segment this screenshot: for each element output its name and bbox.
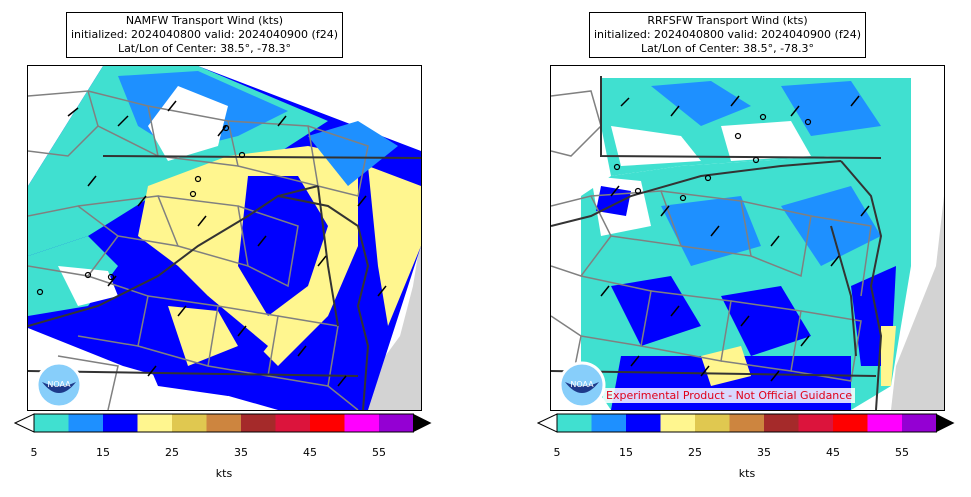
map-rrfsfw-svg (551, 76, 944, 410)
colorbar-over-arrow (936, 414, 955, 432)
colorbar-tick: 45 (303, 446, 317, 459)
colorbar-segment (764, 414, 799, 432)
colorbar-unit-label: kts (215, 467, 233, 480)
colorbar-tick: 5 (30, 446, 38, 459)
colorbar-segment (729, 414, 764, 432)
colorbar (536, 412, 957, 438)
colorbar-segment (206, 414, 241, 432)
colorbar-segment (241, 414, 276, 432)
colorbar-segment (660, 414, 695, 432)
colorbar-segment (172, 414, 207, 432)
wind-field-namfw (28, 66, 421, 410)
colorbar-under-arrow (13, 413, 35, 433)
county-lines (551, 90, 872, 387)
state-lines (551, 76, 883, 410)
colorbar-segment (557, 414, 592, 432)
ocean-area (358, 236, 421, 410)
map-namfw-svg (28, 66, 421, 410)
colorbar-outline (33, 413, 414, 433)
panel-title: RRFSFW Transport Wind (kts) (647, 14, 808, 27)
wind-barbs (600, 95, 870, 382)
colorbar (13, 412, 434, 438)
colorbar-segment (310, 414, 345, 432)
colorbar-tick: 25 (688, 446, 702, 459)
colorbar-segment (867, 414, 902, 432)
panel-init-valid: initialized: 2024040800 valid: 202404090… (71, 28, 338, 41)
colorbar-segment (344, 414, 379, 432)
colorbar-segment (591, 414, 626, 432)
panel-title-box: NAMFW Transport Wind (kts) initialized: … (66, 12, 343, 58)
calm-wind-markers (36, 124, 246, 296)
colorbar-tick: 45 (826, 446, 840, 459)
colorbar-tick: 5 (553, 446, 561, 459)
panel-init-valid: initialized: 2024040800 valid: 202404090… (594, 28, 861, 41)
colorbar-outline (556, 413, 937, 433)
colorbar-under-arrow (536, 413, 558, 433)
colorbar-segment (798, 414, 833, 432)
colorbar-tick: 55 (372, 446, 386, 459)
wind-field-rrfsfw (581, 78, 911, 410)
colorbar-tick: 15 (619, 446, 633, 459)
colorbar-tick: 35 (757, 446, 771, 459)
colorbar-svg (536, 413, 955, 433)
map-namfw: NOAA (27, 65, 422, 411)
colorbar-segment (902, 414, 937, 432)
colorbar-svg (13, 413, 432, 433)
calm-wind-markers (613, 113, 812, 202)
panel-title: NAMFW Transport Wind (kts) (125, 14, 284, 27)
panel-center-latlon: Lat/Lon of Center: 38.5°, -78.3° (640, 42, 815, 55)
noaa-logo-text: NOAA (47, 380, 71, 389)
colorbar-segment (275, 414, 310, 432)
colorbar-tick: 15 (96, 446, 110, 459)
colorbar-segment (833, 414, 868, 432)
colorbar-tick: 55 (895, 446, 909, 459)
panel-center-latlon: Lat/Lon of Center: 38.5°, -78.3° (117, 42, 292, 55)
colorbar-segment (626, 414, 661, 432)
colorbar-unit-label: kts (738, 467, 756, 480)
noaa-logo: NOAA (34, 360, 84, 410)
county-lines (28, 90, 369, 410)
colorbar-tick: 35 (234, 446, 248, 459)
state-lines (28, 155, 421, 410)
colorbar-tick: 25 (165, 446, 179, 459)
wind-barbs (67, 100, 387, 387)
panel-namfw: NAMFW Transport Wind (kts) initialized: … (0, 0, 440, 497)
panel-rrfsfw: RRFSFW Transport Wind (kts) initialized:… (523, 0, 963, 497)
colorbar-over-arrow (413, 414, 432, 432)
noaa-logo: NOAA (557, 360, 607, 410)
ocean-area (891, 196, 944, 410)
colorbar-segment (103, 414, 138, 432)
colorbar-segment (34, 414, 69, 432)
experimental-disclaimer: Experimental Product - Not Official Guid… (603, 388, 856, 403)
noaa-logo-text: NOAA (570, 380, 594, 389)
colorbar-segment (379, 414, 414, 432)
colorbar-segment (695, 414, 730, 432)
map-rrfsfw: NOAA Experimental Product - Not Official… (550, 65, 945, 411)
colorbar-segment (137, 414, 172, 432)
panel-title-box: RRFSFW Transport Wind (kts) initialized:… (589, 12, 866, 58)
colorbar-segment (68, 414, 103, 432)
